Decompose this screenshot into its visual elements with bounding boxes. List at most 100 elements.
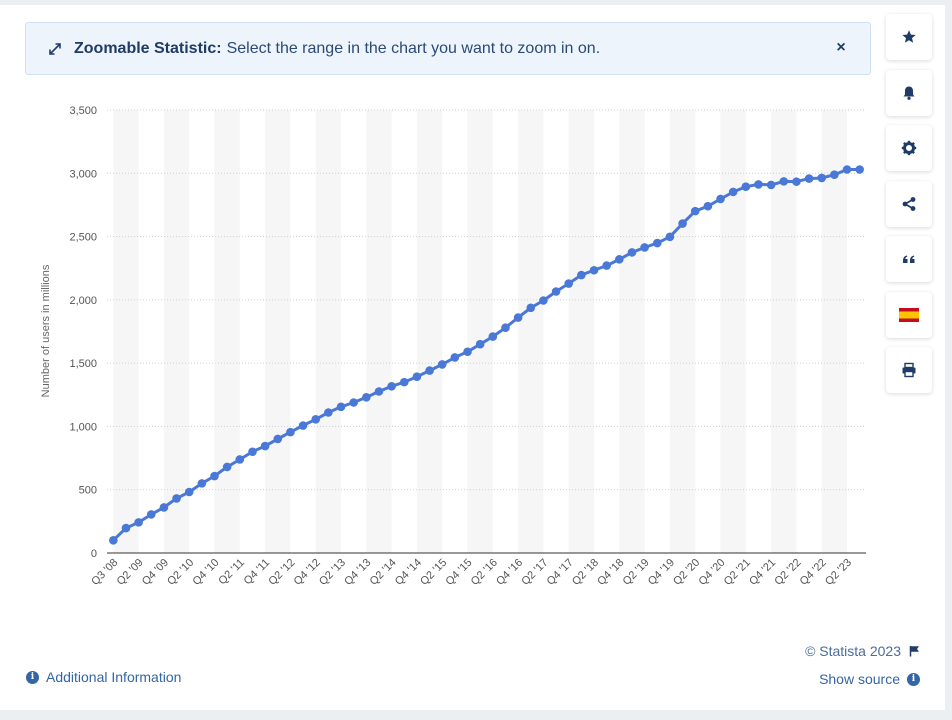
- x-tick-label: Q4 '20: [696, 557, 727, 588]
- x-tick-label: Q2 '14: [368, 557, 399, 588]
- x-tick-label: Q4 '10: [190, 557, 221, 588]
- data-point: [640, 243, 649, 252]
- y-tick-label: 3,000: [69, 168, 97, 180]
- data-point: [450, 353, 460, 362]
- x-tick-label: Q2 '19: [621, 557, 652, 588]
- y-tick-label: 500: [79, 485, 97, 497]
- star-icon: [902, 30, 916, 43]
- x-tick-label: Q2 '16: [469, 557, 500, 588]
- x-tick-label: Q4 '16: [494, 557, 525, 588]
- data-point: [146, 510, 156, 519]
- data-point: [779, 177, 789, 186]
- data-point: [184, 487, 194, 497]
- data-point: [260, 441, 270, 451]
- data-point: [311, 415, 321, 424]
- grid-band: [416, 110, 443, 553]
- grid-band: [366, 110, 392, 553]
- quote-icon: [903, 255, 915, 263]
- data-point: [336, 402, 346, 412]
- additional-information-label: Additional Information: [46, 669, 182, 685]
- data-point: [412, 372, 422, 381]
- data-point: [222, 462, 232, 472]
- x-tick-label: Q4 '22: [798, 557, 829, 588]
- toolbar: [886, 14, 932, 403]
- print-button[interactable]: [886, 347, 932, 393]
- copyright: © Statista 2023: [805, 643, 920, 659]
- data-point: [286, 427, 295, 437]
- x-tick-label: Q2 '13: [317, 557, 348, 588]
- additional-information-link[interactable]: i Additional Information: [26, 669, 181, 685]
- favorite-button[interactable]: [886, 14, 932, 60]
- data-point: [615, 255, 624, 264]
- y-tick-label: 2,500: [69, 232, 97, 244]
- data-point: [501, 323, 510, 333]
- x-tick-label: Q4 '09: [140, 557, 171, 588]
- data-point: [754, 180, 763, 189]
- grid-band: [568, 110, 595, 553]
- y-tick-label: 1,500: [69, 358, 97, 370]
- data-point: [488, 332, 498, 341]
- x-tick-label: Q2 '11: [216, 557, 247, 588]
- y-axis-label: Number of users in millions: [40, 264, 52, 398]
- x-tick-label: Q2 '18: [570, 557, 601, 588]
- data-point: [627, 248, 637, 257]
- language-button[interactable]: [886, 291, 932, 338]
- data-point: [577, 270, 586, 280]
- x-tick-label: Q2 '22: [772, 557, 803, 588]
- data-point: [766, 180, 776, 190]
- data-point: [324, 408, 333, 417]
- data-point: [159, 503, 169, 512]
- info-icon: i: [907, 672, 920, 686]
- show-source-label: Show source: [819, 671, 900, 687]
- x-tick-label: Q2 '10: [165, 557, 196, 588]
- notification-button[interactable]: [886, 69, 932, 116]
- data-point: [273, 434, 283, 444]
- cite-button[interactable]: [886, 236, 932, 282]
- data-point: [109, 536, 118, 545]
- data-point: [349, 398, 358, 407]
- grid-band: [518, 110, 544, 553]
- data-point: [564, 279, 574, 288]
- data-point: [830, 170, 839, 179]
- x-tick-label: Q4 '15: [443, 557, 474, 588]
- data-point: [248, 447, 257, 457]
- data-point: [475, 339, 485, 349]
- x-tick-label: Q4 '21: [747, 557, 778, 588]
- close-banner-button[interactable]: ×: [836, 39, 846, 56]
- x-tick-label: Q2 '20: [671, 557, 702, 588]
- grid-band: [619, 110, 645, 553]
- show-source-link[interactable]: Show source i: [819, 671, 920, 687]
- x-tick-label: Q2 '09: [115, 557, 146, 588]
- data-point: [716, 194, 725, 204]
- data-point: [425, 366, 434, 375]
- x-tick-label: Q2 '21: [722, 557, 753, 588]
- x-tick-label: Q2 '23: [823, 557, 854, 588]
- x-tick-label: Q4 '14: [393, 557, 424, 588]
- grid-band: [113, 110, 139, 553]
- share-icon: [902, 196, 916, 211]
- settings-button[interactable]: [886, 125, 932, 171]
- data-point: [399, 377, 409, 387]
- x-tick-label: Q4 '11: [242, 557, 273, 588]
- x-tick-label: Q4 '18: [595, 557, 626, 588]
- data-point: [842, 165, 852, 174]
- zoom-banner: Zoomable Statistic: Select the range in …: [25, 22, 871, 75]
- data-point: [387, 382, 396, 391]
- flag-icon: [909, 646, 919, 657]
- data-point: [437, 360, 447, 369]
- share-button[interactable]: [886, 180, 932, 227]
- banner-title: Zoomable Statistic:: [74, 39, 222, 57]
- grid-band: [163, 110, 190, 553]
- copyright-text: © Statista 2023: [805, 643, 901, 659]
- data-point: [792, 177, 801, 186]
- expand-icon: [49, 42, 61, 55]
- x-tick-label: Q2 '12: [266, 557, 297, 588]
- spain-flag-icon: [899, 307, 919, 322]
- data-point: [197, 479, 207, 488]
- grid-band: [669, 110, 696, 553]
- data-point: [513, 313, 523, 322]
- data-point: [539, 296, 548, 305]
- data-point: [210, 471, 219, 481]
- data-point: [526, 303, 536, 313]
